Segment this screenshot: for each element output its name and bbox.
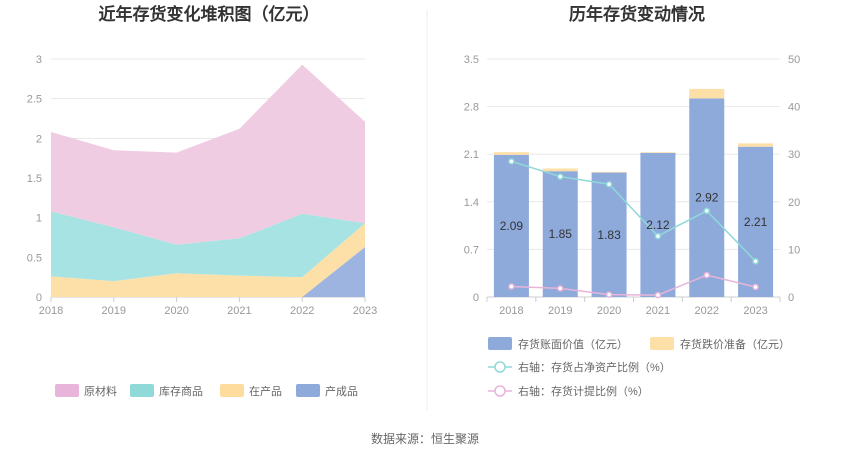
right-left-axis-tick: 2.8: [464, 102, 479, 114]
bar-book-value: [542, 171, 578, 297]
left-legend-swatch: [220, 384, 244, 397]
point-provision-ratio: [557, 285, 564, 292]
right-left-axis-tick: 0.7: [464, 244, 479, 256]
data-source-note: 数据来源：恒生聚源: [371, 431, 479, 446]
left-legend-swatch: [130, 384, 154, 397]
point-provision-ratio: [752, 283, 759, 291]
right-x-tick-label: 2022: [695, 305, 719, 317]
bar-impairment-reserve: [591, 171, 627, 173]
point-inventory-to-net-assets: [557, 173, 564, 180]
bar-impairment-reserve: [738, 143, 774, 147]
left-x-tick-label: 2023: [353, 305, 377, 317]
bar-book-value: [738, 146, 774, 297]
right-x-tick-label: 2020: [597, 305, 621, 317]
left-legend-label: 产成品: [325, 384, 358, 398]
right-legend-swatch-impairment: [650, 337, 674, 350]
right-legend-line-marker: [494, 361, 506, 373]
left-legend-swatch: [296, 384, 320, 397]
left-x-tick-label: 2021: [227, 305, 251, 317]
left-y-tick-label: 3: [36, 54, 42, 66]
right-x-tick-label: 2021: [646, 305, 670, 317]
point-provision-ratio: [703, 271, 710, 279]
bar-impairment-reserve: [640, 152, 676, 153]
left-y-tick-label: 0.5: [27, 252, 42, 264]
bar-value-label: 1.83: [597, 228, 621, 242]
left-x-tick-label: 2020: [164, 305, 188, 317]
left-chart-title: 近年存货变化堆积图（亿元）: [99, 4, 320, 24]
area-series-在产品: [51, 223, 365, 297]
bar-value-label: 1.85: [549, 227, 573, 241]
right-legend-line-marker: [494, 385, 506, 397]
bar-book-value: [493, 154, 529, 297]
area-series-库存商品: [51, 211, 365, 282]
line-inventory-to-net-assets: [511, 160, 757, 262]
right-left-axis-tick: 0: [473, 292, 479, 304]
right-legend-label: 存货账面价值（亿元）: [518, 337, 628, 351]
right-right-axis-tick: 0: [788, 292, 794, 304]
right-chart-title: 历年存货变动情况: [569, 4, 705, 24]
bar-value-label: 2.09: [500, 219, 524, 233]
bar-book-value: [689, 98, 725, 297]
bar-value-label: 2.92: [695, 191, 719, 205]
right-bar-line-chart: 历年存货变动情况 0 0.7 1.4 2.1 2.8 3.5 0 10 20 30 40 50 2.09…: [464, 4, 801, 398]
right-x-tick-label: 2019: [548, 305, 572, 317]
left-stacked-area-chart: 近年存货变化堆积图（亿元） 0 0.5 1 1.5 2 2.5 3 2018 2019 2020 2…: [27, 4, 378, 398]
bar-value-label: 2.12: [646, 218, 670, 232]
bar-impairment-reserve: [689, 88, 725, 99]
left-y-tick-label: 2.5: [27, 94, 42, 106]
left-y-tick-label: 2: [36, 133, 42, 145]
right-legend-label: 存货跌价准备（亿元）: [680, 337, 790, 351]
left-x-tick-label: 2018: [39, 305, 63, 317]
right-legend-label: 右轴：存货计提比例（%）: [518, 384, 649, 398]
left-x-tick-label: 2022: [290, 305, 314, 317]
area-series-产成品: [51, 247, 365, 297]
point-provision-ratio: [508, 283, 515, 290]
left-y-tick-label: 1: [36, 213, 42, 225]
left-y-tick-label: 1.5: [27, 173, 42, 185]
line-provision-ratio: [511, 274, 756, 296]
bar-book-value: [640, 152, 676, 297]
bar-impairment-reserve: [493, 152, 529, 155]
point-inventory-to-net-assets: [654, 232, 662, 240]
right-x-tick-label: 2023: [743, 305, 767, 317]
left-y-tick-label: 0: [36, 292, 42, 304]
point-provision-ratio: [605, 291, 613, 298]
left-legend-label: 库存商品: [159, 384, 203, 398]
right-right-axis-tick: 30: [788, 149, 800, 161]
right-right-axis-tick: 10: [788, 244, 800, 256]
right-left-axis-tick: 3.5: [464, 54, 479, 66]
right-right-axis-tick: 40: [788, 102, 800, 114]
right-left-axis-tick: 2.1: [464, 149, 479, 161]
left-legend-label: 原材料: [84, 384, 117, 398]
point-inventory-to-net-assets: [508, 158, 515, 165]
right-right-axis-tick: 50: [788, 54, 800, 66]
point-inventory-to-net-assets: [752, 258, 759, 265]
right-left-axis-tick: 1.4: [464, 197, 479, 209]
point-inventory-to-net-assets: [605, 180, 613, 188]
right-legend-label: 右轴：存货占净资产比例（%）: [518, 360, 671, 374]
area-series-原材料: [51, 64, 365, 245]
point-provision-ratio: [654, 291, 662, 299]
right-right-axis-tick: 20: [788, 197, 800, 209]
bar-book-value: [591, 172, 627, 297]
left-legend-label: 在产品: [249, 384, 282, 398]
bar-value-label: 2.21: [744, 215, 768, 229]
left-x-tick-label: 2019: [102, 305, 126, 317]
left-legend-swatch: [55, 384, 79, 397]
right-x-tick-label: 2018: [499, 305, 523, 317]
right-legend-swatch-book-value: [488, 337, 512, 350]
point-inventory-to-net-assets: [703, 207, 710, 215]
bar-impairment-reserve: [542, 168, 578, 172]
